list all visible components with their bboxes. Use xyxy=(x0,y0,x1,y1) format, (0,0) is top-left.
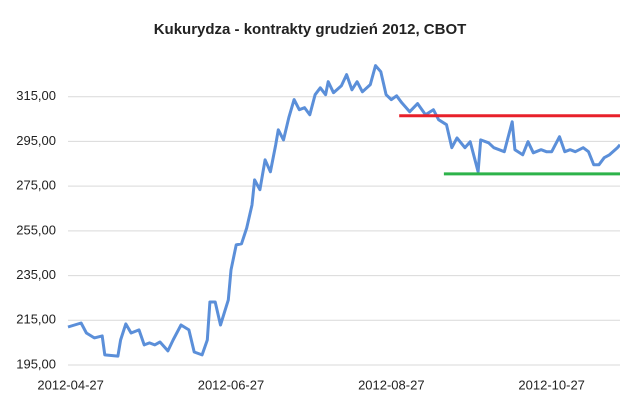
price-line xyxy=(67,64,620,358)
y-tick-label: 195,00 xyxy=(16,356,56,371)
chart-title: Kukurydza - kontrakty grudzień 2012, CBO… xyxy=(154,21,467,38)
y-tick-label: 235,00 xyxy=(16,267,56,282)
y-tick-label: 275,00 xyxy=(16,178,56,193)
y-tick-label: 215,00 xyxy=(16,312,56,327)
x-tick-label: 2012-10-27 xyxy=(518,377,585,392)
y-tick-label: 295,00 xyxy=(16,133,56,148)
y-tick-label: 255,00 xyxy=(16,222,56,237)
y-tick-label: 315,00 xyxy=(16,88,56,103)
x-tick-label: 2012-04-27 xyxy=(37,377,104,392)
x-tick-label: 2012-08-27 xyxy=(358,377,425,392)
x-tick-label: 2012-06-27 xyxy=(198,377,265,392)
